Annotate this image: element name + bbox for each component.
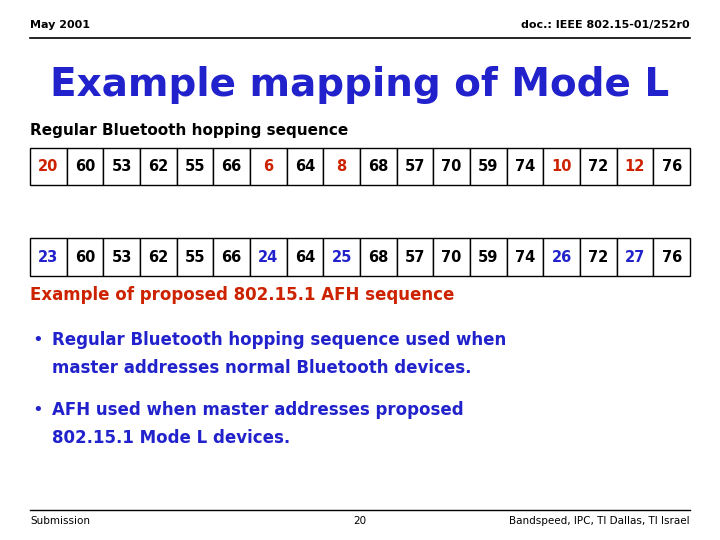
Bar <box>287 238 323 276</box>
Text: 64: 64 <box>295 159 315 174</box>
Text: 57: 57 <box>405 159 426 174</box>
Bar <box>140 148 176 185</box>
Text: 68: 68 <box>368 159 389 174</box>
Text: 25: 25 <box>331 249 352 265</box>
Text: May 2001: May 2001 <box>30 20 90 30</box>
Text: 68: 68 <box>368 249 389 265</box>
Bar <box>653 238 690 276</box>
Text: 802.15.1 Mode L devices.: 802.15.1 Mode L devices. <box>52 429 290 447</box>
Text: 6: 6 <box>264 159 274 174</box>
Text: AFH used when master addresses proposed: AFH used when master addresses proposed <box>52 401 464 419</box>
Bar <box>507 148 544 185</box>
Bar <box>104 148 140 185</box>
Text: Regular Bluetooth hopping sequence used when: Regular Bluetooth hopping sequence used … <box>52 331 506 349</box>
Bar <box>653 148 690 185</box>
Bar <box>176 148 213 185</box>
Text: 70: 70 <box>441 159 462 174</box>
Bar <box>140 238 176 276</box>
Text: 59: 59 <box>478 249 498 265</box>
Text: 23: 23 <box>38 249 58 265</box>
Text: 66: 66 <box>222 249 242 265</box>
Bar <box>323 238 360 276</box>
Text: Example mapping of Mode L: Example mapping of Mode L <box>50 66 670 104</box>
Text: 55: 55 <box>185 159 205 174</box>
Text: 72: 72 <box>588 249 608 265</box>
Bar <box>470 148 507 185</box>
Bar <box>616 238 653 276</box>
Bar <box>360 148 397 185</box>
Text: 72: 72 <box>588 159 608 174</box>
Text: •: • <box>32 401 43 419</box>
Text: Submission: Submission <box>30 516 90 526</box>
Bar <box>580 238 616 276</box>
Text: 27: 27 <box>625 249 645 265</box>
Text: Bandspeed, IPC, TI Dallas, TI Israel: Bandspeed, IPC, TI Dallas, TI Israel <box>509 516 690 526</box>
Text: 60: 60 <box>75 249 95 265</box>
Text: 12: 12 <box>625 159 645 174</box>
Text: 20: 20 <box>354 516 366 526</box>
Bar <box>287 148 323 185</box>
Text: 20: 20 <box>38 159 58 174</box>
Text: 62: 62 <box>148 159 168 174</box>
Text: 10: 10 <box>552 159 572 174</box>
Text: 8: 8 <box>336 159 347 174</box>
Bar <box>250 148 287 185</box>
Bar <box>67 148 104 185</box>
Text: 53: 53 <box>112 249 132 265</box>
Text: 53: 53 <box>112 159 132 174</box>
Text: 70: 70 <box>441 249 462 265</box>
Text: 74: 74 <box>515 159 535 174</box>
Bar <box>397 238 433 276</box>
Text: 76: 76 <box>662 159 682 174</box>
Text: 59: 59 <box>478 159 498 174</box>
Text: 62: 62 <box>148 249 168 265</box>
Bar <box>397 148 433 185</box>
Bar <box>176 238 213 276</box>
Bar <box>360 238 397 276</box>
Bar <box>580 148 616 185</box>
Text: master addresses normal Bluetooth devices.: master addresses normal Bluetooth device… <box>52 359 472 377</box>
Text: 57: 57 <box>405 249 426 265</box>
Bar <box>67 238 104 276</box>
Text: 66: 66 <box>222 159 242 174</box>
Text: 76: 76 <box>662 249 682 265</box>
Text: doc.: IEEE 802.15-01/252r0: doc.: IEEE 802.15-01/252r0 <box>521 20 690 30</box>
Bar <box>213 238 250 276</box>
Text: 24: 24 <box>258 249 279 265</box>
Bar <box>433 238 470 276</box>
Bar <box>213 148 250 185</box>
Text: •: • <box>32 331 43 349</box>
Bar <box>616 148 653 185</box>
Text: Regular Bluetooth hopping sequence: Regular Bluetooth hopping sequence <box>30 123 348 138</box>
Text: 26: 26 <box>552 249 572 265</box>
Text: 55: 55 <box>185 249 205 265</box>
Bar <box>250 238 287 276</box>
Bar <box>30 148 67 185</box>
Bar <box>544 238 580 276</box>
Bar <box>433 148 470 185</box>
Text: Example of proposed 802.15.1 AFH sequence: Example of proposed 802.15.1 AFH sequenc… <box>30 286 454 304</box>
Bar <box>30 238 67 276</box>
Bar <box>544 148 580 185</box>
Bar <box>470 238 507 276</box>
Bar <box>104 238 140 276</box>
Bar <box>507 238 544 276</box>
Text: 74: 74 <box>515 249 535 265</box>
Text: 64: 64 <box>295 249 315 265</box>
Text: 60: 60 <box>75 159 95 174</box>
Bar <box>323 148 360 185</box>
